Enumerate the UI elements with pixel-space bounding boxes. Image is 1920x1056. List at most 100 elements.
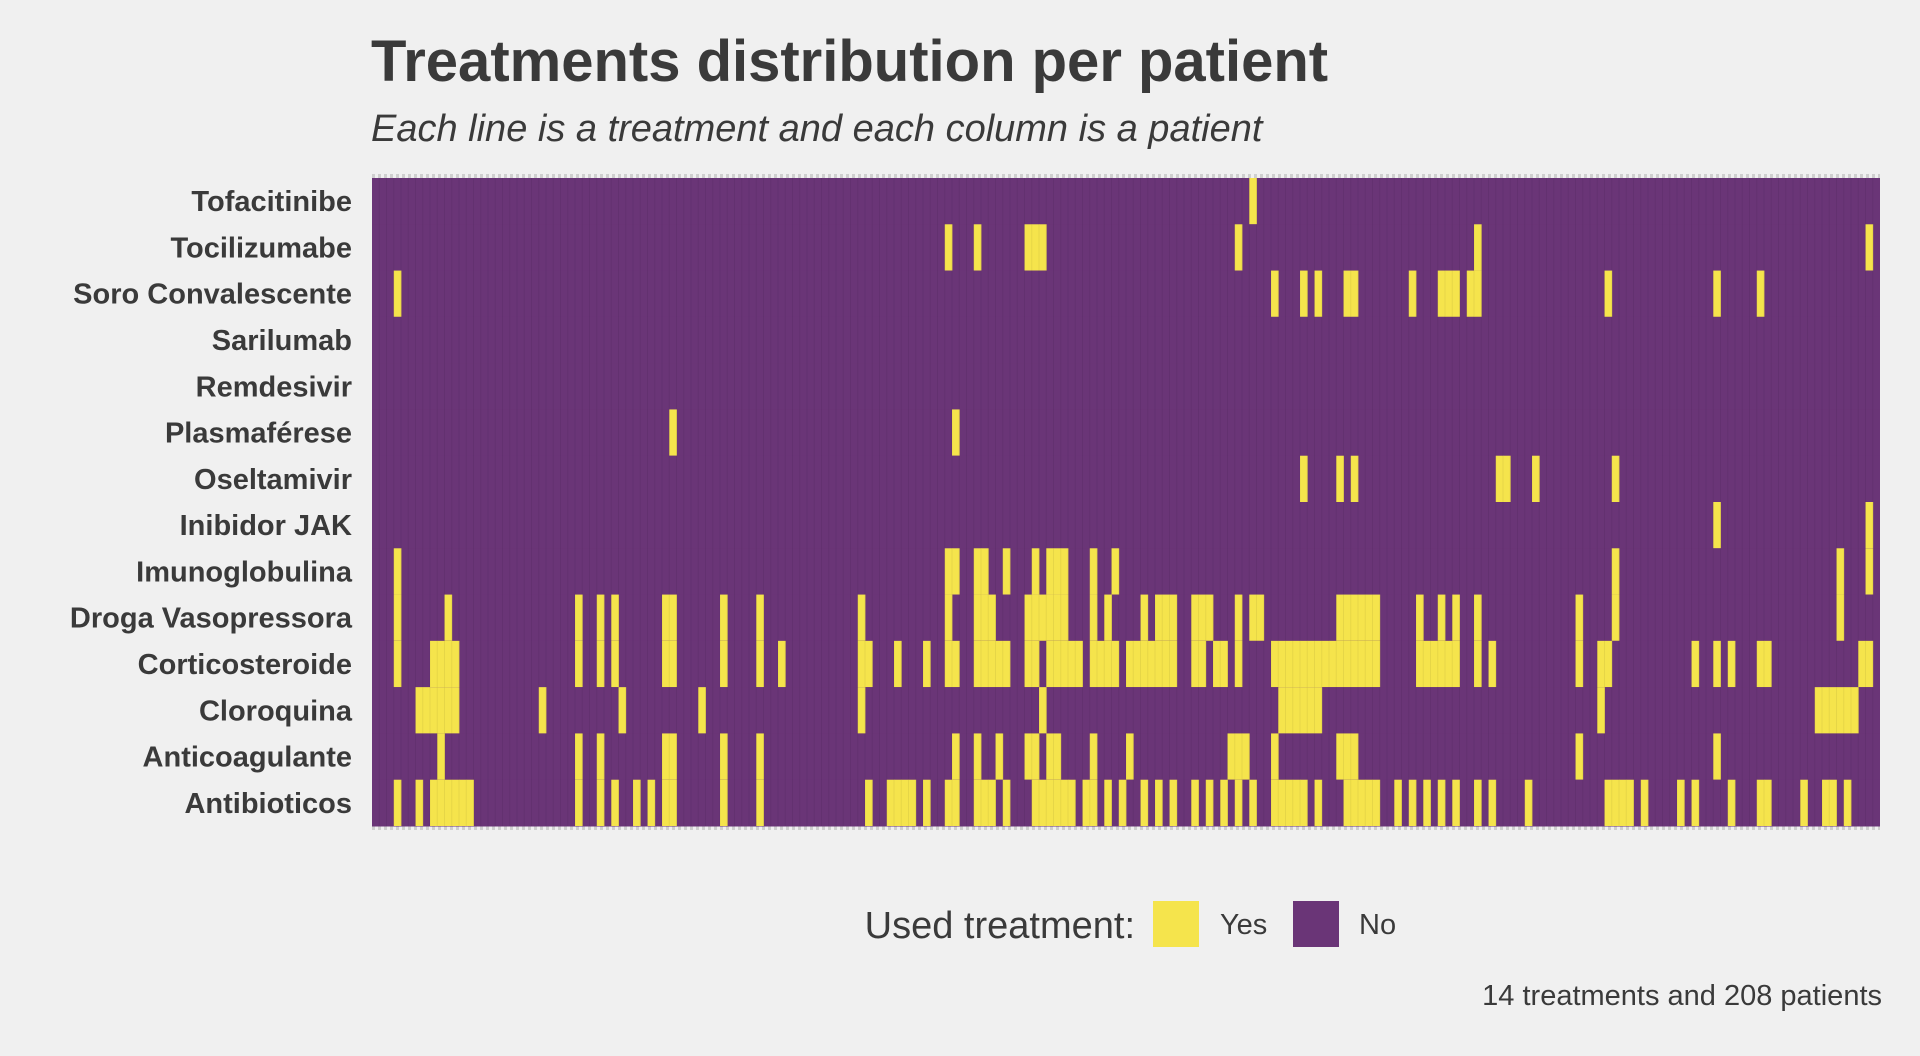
heatmap-cell-yes [415,779,424,826]
heatmap-cell-yes [1104,640,1112,688]
heatmap-cell-yes [1350,640,1359,688]
heatmap-cell-yes [1053,548,1062,595]
heatmap-cell-yes [1764,779,1772,826]
heatmap-cell-yes [894,640,902,688]
row-label: Droga Vasopressora [70,603,353,635]
heatmap-cell-yes [1336,640,1344,688]
heatmap-cell-yes [1111,640,1120,688]
heatmap-cell-yes [857,687,866,734]
heatmap-cell-yes [1191,594,1199,641]
heatmap-cell-yes [756,640,764,688]
heatmap-cell-yes [466,779,474,826]
heatmap-cell-yes [1046,640,1054,688]
heatmap-cell-yes [1445,270,1453,317]
heatmap-cell-yes [1829,687,1837,734]
heatmap-cell-yes [1437,640,1446,688]
heatmap-cell-yes [1314,779,1323,826]
heatmap-cell-yes [1024,733,1033,780]
heatmap-cell-yes [1039,224,1047,271]
heatmap-cell-yes [611,594,619,641]
row-label: Cloroquina [199,695,353,727]
heatmap-cell-yes [611,779,619,826]
heatmap-cell-yes [1756,270,1765,317]
heatmap-cell-yes [1300,779,1308,826]
row-background [372,316,1880,364]
heatmap-cell-yes [1205,779,1214,826]
heatmap-cell-yes [1140,779,1149,826]
heatmap-cell-yes [430,640,438,688]
heatmap-cell-yes [973,779,982,826]
heatmap-cell-yes [756,779,764,826]
heatmap-cell-yes [669,409,677,456]
heatmap-cell-yes [1285,640,1294,688]
heatmap-cell-yes [1575,594,1584,641]
heatmap-cell-yes [1474,779,1482,826]
heatmap-cell-yes [865,779,873,826]
heatmap-cell-yes [1474,594,1482,641]
heatmap-cell-yes [1640,779,1649,826]
heatmap-cell-yes [894,779,902,826]
heatmap-cell-yes [1314,270,1323,317]
heatmap-cell-yes [988,594,996,641]
heatmap-cell-yes [1865,224,1874,271]
heatmap-cell-yes [430,779,438,826]
heatmap-cell-yes [1822,687,1830,734]
heatmap-cell-yes [1677,779,1685,826]
heatmap-cell-yes [1126,733,1134,780]
heatmap-cell-yes [901,779,909,826]
heatmap-cell-yes [1060,640,1069,688]
heatmap-cell-yes [973,733,982,780]
heatmap-cell-yes [1829,779,1837,826]
heatmap-cell-yes [1278,640,1286,688]
heatmap-cell-yes [756,733,764,780]
heatmap-cell-yes [1437,270,1446,317]
heatmap-cell-yes [1227,733,1236,780]
heatmap-cell-yes [444,640,453,688]
heatmap-cell-yes [1024,594,1033,641]
heatmap-cell-yes [662,779,670,826]
heatmap-cell-yes [1822,779,1830,826]
heatmap-cell-yes [1271,270,1279,317]
heatmap-cell-yes [575,640,583,688]
heatmap-cell-yes [633,779,641,826]
heatmap-cell-yes [1234,779,1243,826]
heatmap-cell-yes [1307,687,1315,734]
heatmap-cell-yes [973,594,982,641]
heatmap-cell-yes [1234,594,1243,641]
heatmap-cell-yes [1597,687,1605,734]
heatmap-cell-yes [669,779,677,826]
heatmap-cell-yes [981,594,989,641]
heatmap-cell-yes [1118,779,1127,826]
heatmap-cell-yes [1488,640,1497,688]
heatmap-cell-yes [1358,779,1366,826]
heatmap-cell-yes [1329,640,1337,688]
heatmap-cell-yes [1691,779,1700,826]
heatmap-cell-yes [1068,640,1076,688]
heatmap-cell-yes [1031,224,1040,271]
heatmap-cell-yes [1604,270,1613,317]
heatmap-cell-yes [1365,594,1373,641]
heatmap-cell-yes [662,640,670,688]
heatmap-cell-yes [1858,640,1866,688]
heatmap-cell-yes [1474,270,1482,317]
heatmap-cell-yes [923,640,931,688]
heatmap-cell-yes [437,687,445,734]
heatmap-cell-yes [1604,779,1613,826]
heatmap-cell-yes [1097,640,1105,688]
heatmap-cell-yes [886,779,895,826]
heatmap-cell-yes [669,640,677,688]
row-background [372,270,1880,318]
heatmap-cell-yes [1068,779,1076,826]
heatmap-cell-yes [1031,640,1040,688]
heatmap-cell-yes [1408,270,1417,317]
heatmap-cell-yes [1242,733,1250,780]
heatmap-cell-yes [437,779,445,826]
heatmap-cell-yes [669,733,677,780]
heatmap-cell-yes [1140,640,1149,688]
heatmap-cell-yes [1031,594,1040,641]
heatmap-cell-yes [1039,594,1047,641]
row-background [372,178,1880,225]
heatmap-cell-yes [1619,779,1627,826]
heatmap-cell-yes [1155,640,1163,688]
heatmap-cell-yes [1611,594,1620,641]
